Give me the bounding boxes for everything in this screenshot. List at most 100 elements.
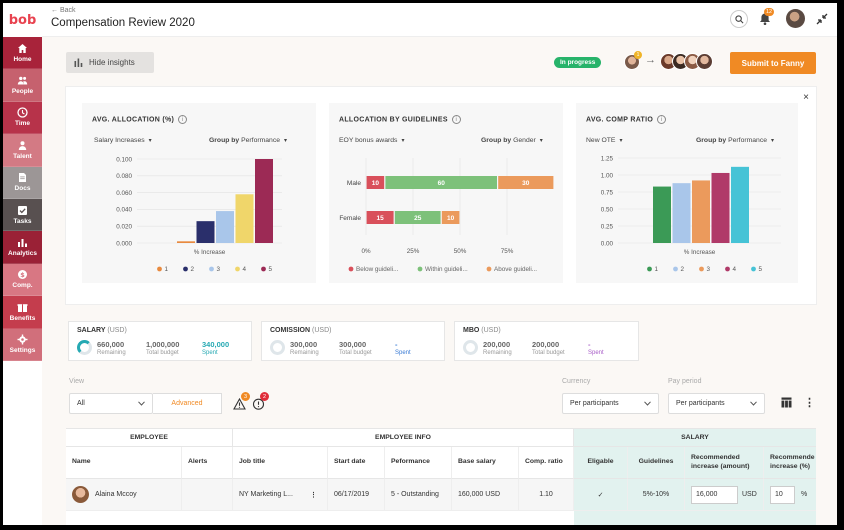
column-header-eligible[interactable]: Eligable bbox=[574, 447, 628, 479]
remaining-value: 660,000 bbox=[97, 340, 125, 349]
metric-dropdown[interactable]: New OTE ▾ bbox=[586, 137, 623, 144]
warning-icon[interactable] bbox=[233, 398, 246, 410]
rec-amount-input[interactable]: 16,000 bbox=[691, 485, 738, 504]
legend-swatch bbox=[417, 266, 423, 272]
data-label: 10 bbox=[447, 215, 455, 222]
legend-swatch bbox=[673, 266, 678, 272]
legend-label: 4 bbox=[733, 266, 737, 273]
more-options-icon[interactable]: ⋮ bbox=[804, 397, 815, 409]
error-icon[interactable] bbox=[252, 398, 265, 410]
pay-period-select[interactable]: Per participants bbox=[668, 393, 765, 414]
bar-5 bbox=[731, 166, 749, 243]
group-header-info: EMPLOYEE INFO bbox=[233, 429, 574, 447]
analytics-icon bbox=[18, 239, 27, 248]
column-header-guidelines[interactable]: Guidelines bbox=[628, 447, 685, 479]
budget-progress-ring bbox=[270, 340, 285, 355]
bar-segment bbox=[366, 176, 385, 189]
bar-segment bbox=[498, 176, 554, 189]
close-icon[interactable]: × bbox=[803, 92, 809, 103]
x-tick-label: 50% bbox=[454, 248, 467, 255]
collapse-icon[interactable] bbox=[815, 12, 829, 26]
sidebar-item-benefits[interactable]: Benefits bbox=[3, 296, 42, 329]
column-header-comp-ratio[interactable]: Comp. ratio bbox=[519, 447, 574, 479]
bar-2 bbox=[672, 183, 691, 243]
budget-title: SALARY (USD) bbox=[77, 327, 127, 334]
currency-select[interactable]: Per participants bbox=[562, 393, 659, 414]
cell-rec-pct: 10 % bbox=[764, 479, 816, 511]
row-more-icon[interactable]: ⋮ bbox=[310, 491, 317, 499]
table-layout-icon[interactable] bbox=[781, 397, 792, 408]
column-header-alerts[interactable]: Alerts bbox=[182, 447, 233, 479]
legend-label: 3 bbox=[707, 266, 711, 273]
hide-insights-button[interactable]: Hide insights bbox=[66, 52, 154, 73]
sidebar-item-label: Talent bbox=[13, 152, 32, 160]
column-header-performance[interactable]: Peformance bbox=[385, 447, 452, 479]
cell-job-title[interactable]: NY Marketing L... ⋮ bbox=[233, 479, 328, 511]
submit-button[interactable]: Submit to Fanny bbox=[730, 52, 816, 74]
column-header-base-salary[interactable]: Base salary bbox=[452, 447, 519, 479]
legend-label: 1 bbox=[165, 266, 169, 273]
pay-period-value: Per participants bbox=[676, 400, 725, 407]
info-icon[interactable]: i bbox=[178, 115, 188, 124]
group-by-dropdown[interactable]: Group by Gender ▾ bbox=[481, 137, 543, 144]
tasks-icon bbox=[18, 205, 27, 215]
cell-name[interactable]: Alaina Mccoy bbox=[66, 479, 182, 511]
remaining-value: 300,000 bbox=[290, 340, 318, 349]
column-header-job-title[interactable]: Job title bbox=[233, 447, 328, 479]
total-label: Total budget bbox=[146, 350, 179, 356]
sidebar-item-home[interactable]: Home bbox=[3, 37, 42, 70]
sidebar-item-analytics[interactable]: Analytics bbox=[3, 231, 42, 264]
data-label: 30 bbox=[522, 180, 530, 187]
approver-avatar bbox=[696, 53, 713, 70]
y-tick-label: 0.25 bbox=[601, 223, 614, 230]
spent-label: Spent bbox=[588, 350, 604, 356]
column-header-name[interactable]: Name bbox=[66, 447, 182, 479]
sidebar-item-tasks[interactable]: Tasks bbox=[3, 198, 42, 232]
bar-segment bbox=[385, 176, 497, 189]
remaining-label: Remaining bbox=[290, 350, 319, 356]
sidebar-item-label: Analytics bbox=[8, 250, 37, 258]
data-label: 15 bbox=[376, 215, 384, 222]
cell-performance: 5 - Outstanding bbox=[385, 479, 452, 511]
x-axis-label: % Increase bbox=[194, 249, 226, 256]
table-row[interactable] bbox=[66, 511, 816, 525]
view-select[interactable]: All bbox=[69, 393, 153, 414]
bar-3 bbox=[216, 211, 234, 243]
sidebar-item-time[interactable]: Time bbox=[3, 101, 42, 135]
column-header-start-date[interactable]: Start date bbox=[328, 447, 385, 479]
advanced-button[interactable]: Advanced bbox=[153, 393, 222, 414]
user-avatar[interactable] bbox=[786, 9, 805, 28]
column-header-rec-pct[interactable]: Recommende increase (%) bbox=[764, 447, 816, 479]
group-header-salary: SALARY bbox=[574, 429, 816, 447]
group-by-dropdown[interactable]: Group by Performance ▾ bbox=[696, 137, 775, 144]
sidebar-item-settings[interactable]: Settings bbox=[3, 328, 42, 361]
sidebar-item-docs[interactable]: Docs bbox=[3, 166, 42, 199]
page-title: Compensation Review 2020 bbox=[51, 17, 195, 29]
sidebar-item-comp[interactable]: $ Comp. bbox=[3, 263, 42, 297]
rec-pct-input[interactable]: 10 bbox=[770, 485, 795, 504]
bar-4 bbox=[711, 172, 730, 243]
metric-dropdown[interactable]: Salary Increases ▾ bbox=[94, 137, 152, 144]
group-by-dropdown[interactable]: Group by Performance ▾ bbox=[209, 137, 288, 144]
warning-badge: 3 bbox=[241, 392, 250, 401]
total-value: 300,000 bbox=[339, 340, 367, 349]
info-icon[interactable]: i bbox=[451, 115, 461, 124]
column-header-rec-amount[interactable]: Recommended increase (amount) bbox=[685, 447, 764, 479]
sidebar-item-label: Comp. bbox=[12, 282, 33, 290]
card-title: ALLOCATION BY GUIDELINES i bbox=[339, 115, 461, 124]
y-tick-label: 0.080 bbox=[116, 173, 132, 180]
search-button[interactable] bbox=[730, 10, 748, 28]
sidebar-item-people[interactable]: People bbox=[3, 69, 42, 102]
sidebar-item-talent[interactable]: Talent bbox=[3, 134, 42, 167]
approvers-group[interactable] bbox=[660, 53, 713, 70]
avg-comp-ratio-card: AVG. COMP RATIO i New OTE ▾ Group by Perfo… bbox=[576, 103, 798, 283]
logo[interactable]: bob bbox=[8, 12, 37, 28]
info-icon[interactable]: i bbox=[657, 115, 667, 124]
employee-table: EMPLOYEE EMPLOYEE INFO SALARY Name Alert… bbox=[66, 428, 816, 525]
category-label: Male bbox=[347, 180, 361, 187]
back-link[interactable]: ← Back bbox=[51, 7, 76, 14]
legend-swatch bbox=[725, 266, 730, 272]
total-value: 1,000,000 bbox=[146, 340, 180, 349]
metric-dropdown[interactable]: EOY bonus awards ▾ bbox=[339, 137, 405, 144]
budget-progress-ring bbox=[463, 340, 478, 355]
